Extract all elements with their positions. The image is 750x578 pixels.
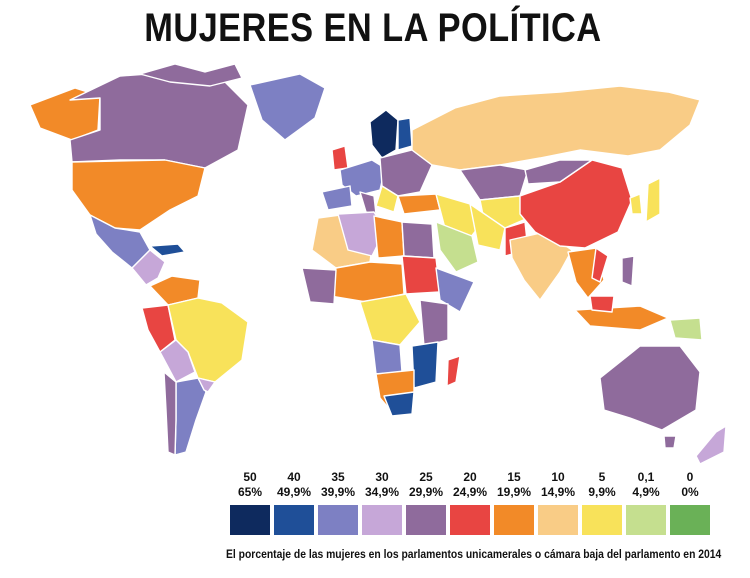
region-central-africa (359, 293, 421, 346)
legend-range-start: 25 (419, 470, 433, 484)
legend-range-end: 9,9% (588, 485, 616, 499)
region-indonesia (574, 305, 669, 331)
legend-item: 0,1 4,9% (624, 470, 668, 535)
legend-item: 10 14,9% (536, 470, 580, 535)
legend-range-start: 20 (463, 470, 477, 484)
legend-range-end: 14,9% (540, 485, 576, 499)
legend-range-end: 49,9% (276, 485, 312, 499)
region-horn-of-africa (435, 267, 475, 313)
map-title: MUJERES EN LA POLÍTICA (144, 6, 602, 50)
legend-range-end: 24,9% (452, 485, 488, 499)
legend-swatch (362, 505, 402, 535)
legend-range-start: 5 (598, 470, 606, 484)
region-kazakhstan (459, 164, 529, 201)
legend-range-start: 30 (375, 470, 389, 484)
region-angola (371, 339, 403, 375)
region-russia (411, 85, 701, 171)
legend-range-end: 0% (681, 485, 699, 499)
region-finland (397, 117, 413, 151)
region-colombia-venezuela (149, 275, 201, 306)
legend-range-end: 4,9% (632, 485, 660, 499)
region-new-zealand (695, 425, 727, 465)
region-iberia (321, 185, 353, 211)
region-arctic-islands (139, 63, 243, 87)
legend-swatch (494, 505, 534, 535)
region-argentina (174, 377, 207, 456)
region-papua (669, 317, 703, 341)
region-egypt (401, 221, 435, 259)
region-mozambique (411, 341, 439, 389)
legend-item: 25 29,9% (404, 470, 448, 535)
legend-item: 5 9,9% (580, 470, 624, 535)
legend-item: 20 24,9% (448, 470, 492, 535)
legend-range-start: 0 (686, 470, 694, 484)
legend-swatch (230, 505, 270, 535)
region-western-europe (339, 159, 386, 197)
region-bolivia-paraguay (159, 339, 196, 383)
region-iran (469, 203, 506, 251)
region-central-america (131, 249, 166, 286)
legend-range-end: 29,9% (408, 485, 444, 499)
region-malaysia (589, 295, 615, 313)
legend-item: 50 65% (228, 470, 272, 535)
world-map (29, 63, 727, 465)
region-greenland (249, 73, 326, 141)
legend-range-end: 19,9% (496, 485, 532, 499)
region-philippines (621, 255, 635, 287)
color-legend: 50 65% 40 49,9% 35 39,9% 30 34,9% 25 29,… (228, 470, 712, 548)
legend-item: 35 39,9% (316, 470, 360, 535)
legend-swatch (318, 505, 358, 535)
region-mongolia (524, 159, 593, 185)
region-usa (71, 159, 206, 231)
legend-range-start: 50 (243, 470, 257, 484)
legend-swatch (670, 505, 710, 535)
legend-swatch (582, 505, 622, 535)
region-uruguay (197, 377, 216, 393)
region-east-africa (419, 299, 449, 347)
region-south-africa (383, 391, 415, 417)
legend-item: 40 49,9% (272, 470, 316, 535)
legend-range-start: 10 (551, 470, 565, 484)
region-japan (645, 177, 661, 223)
legend-range-end: 34,9% (364, 485, 400, 499)
legend-swatch (626, 505, 666, 535)
region-korea (629, 193, 643, 215)
legend-swatch (450, 505, 490, 535)
region-saudi-arabia (435, 221, 479, 273)
legend-item: 15 19,9% (492, 470, 536, 535)
region-turkey (397, 193, 441, 215)
region-tasmania (663, 435, 677, 449)
legend-swatch (538, 505, 578, 535)
legend-range-end: 65% (237, 485, 263, 499)
region-vietnam (591, 247, 609, 283)
legend-range-start: 40 (287, 470, 301, 484)
region-sudan (401, 255, 441, 295)
region-italy (359, 191, 377, 215)
region-libya (373, 215, 405, 259)
region-uk (331, 145, 349, 171)
region-australia (599, 345, 701, 431)
region-balkans (375, 185, 399, 213)
legend-range-start: 35 (331, 470, 345, 484)
legend-range-start: 15 (507, 470, 521, 484)
legend-item: 0 0% (668, 470, 712, 535)
legend-item: 30 34,9% (360, 470, 404, 535)
legend-range-start: 0,1 (637, 470, 655, 484)
legend-range-end: 39,9% (320, 485, 356, 499)
region-scandinavia (369, 109, 399, 159)
region-caribbean (149, 243, 186, 257)
region-west-africa (301, 267, 337, 305)
legend-swatch (274, 505, 314, 535)
region-chile (163, 371, 177, 456)
map-caption: El porcentaje de las mujeres en los parl… (226, 549, 722, 561)
legend-swatch (406, 505, 446, 535)
region-madagascar (446, 355, 461, 387)
